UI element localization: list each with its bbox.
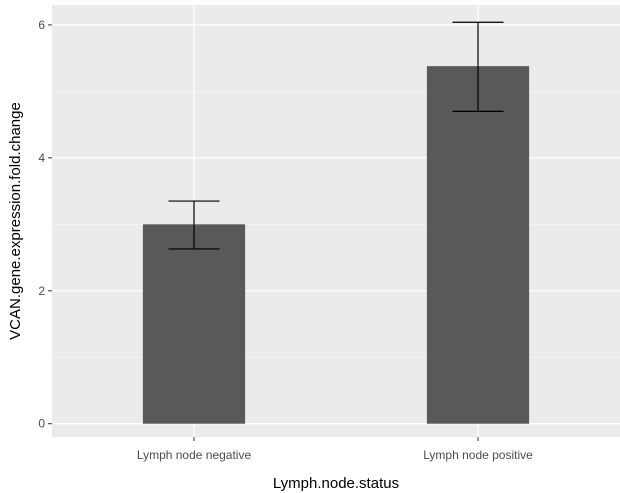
x-axis-title: Lymph.node.status bbox=[273, 475, 399, 492]
y-tick-label: 0 bbox=[38, 417, 45, 431]
error-bar-2 bbox=[452, 21, 504, 112]
y-axis: 0 2 4 6 bbox=[38, 18, 52, 431]
x-tick-label: Lymph node negative bbox=[137, 448, 252, 462]
x-tick-label: Lymph node positive bbox=[423, 448, 533, 462]
bar-1 bbox=[142, 224, 246, 424]
plot-panel bbox=[52, 5, 620, 437]
error-bars bbox=[168, 21, 504, 250]
bar-2 bbox=[426, 66, 530, 424]
y-tick-label: 2 bbox=[38, 284, 45, 298]
x-axis: Lymph node negative Lymph node positive bbox=[137, 437, 533, 462]
y-tick-label: 4 bbox=[38, 151, 45, 165]
y-tick-label: 6 bbox=[38, 18, 45, 32]
bars bbox=[142, 66, 530, 424]
y-axis-title: VCAN.gene.expression.fold.change bbox=[7, 102, 24, 340]
error-bar-1 bbox=[168, 200, 220, 250]
